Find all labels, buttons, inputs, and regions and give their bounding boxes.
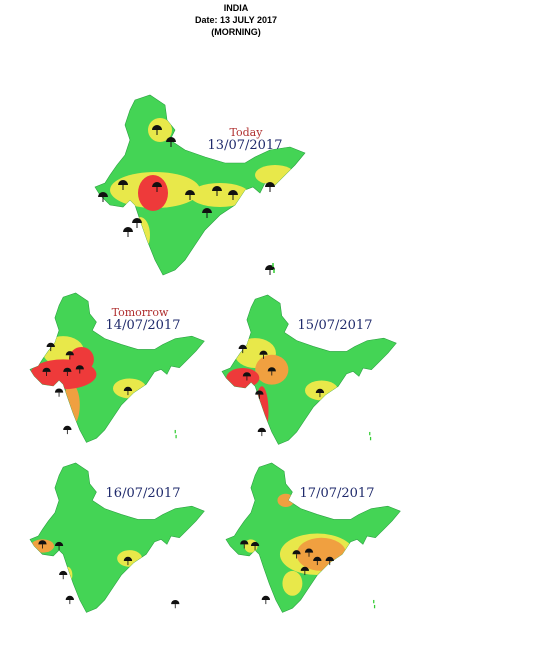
date: Date: 13 JULY 2017: [195, 15, 277, 25]
map-label: Today: [230, 126, 264, 139]
map-date: 15/07/2017: [298, 318, 373, 333]
session: (MORNING): [211, 27, 261, 37]
map-date: 14/07/2017: [106, 318, 181, 333]
map-date: 13/07/2017: [208, 138, 283, 153]
title: INDIA: [224, 3, 249, 13]
map-date: 17/07/2017: [300, 486, 375, 501]
map-date: 16/07/2017: [106, 486, 181, 501]
map-label: Tomorrow: [112, 306, 169, 319]
map: [94, 94, 306, 276]
